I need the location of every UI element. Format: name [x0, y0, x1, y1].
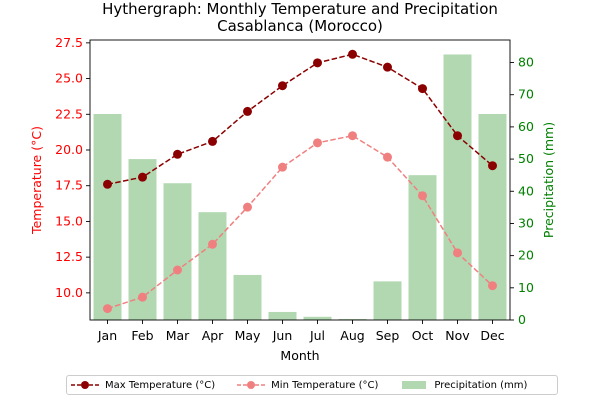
max-temp-point [418, 84, 427, 94]
max-temp-point [313, 58, 322, 68]
legend-label-max-temp: Max Temperature (°C) [105, 379, 216, 391]
y-left-tick-label: 15.0 [55, 213, 83, 228]
x-tick-label: Apr [202, 328, 224, 343]
legend-swatch-precip [402, 381, 427, 389]
y-left-tick-label: 22.5 [55, 106, 83, 121]
x-tick-label: Jan [97, 328, 117, 343]
legend-swatch-min-temp [237, 381, 266, 389]
max-temp-line [107, 53, 493, 186]
min-temp-point [243, 202, 252, 212]
y-right-tick-label: 0 [518, 312, 526, 327]
y-left-tick-label: 27.5 [55, 35, 83, 50]
y-left-axis-label: Temperature (°C) [29, 126, 44, 235]
min-temp-point [103, 304, 112, 314]
max-temp-point [383, 62, 392, 72]
precip-bar [163, 183, 192, 320]
legend-item-min-temp: Min Temperature (°C) [237, 379, 378, 391]
max-temp-point [278, 81, 287, 91]
min-temp-line [107, 134, 494, 310]
precip-bar [93, 114, 122, 321]
chart-subtitle: Casablanca (Morocco) [217, 17, 383, 35]
y-left-tick-label: 20.0 [55, 142, 83, 157]
min-temp-point [418, 191, 427, 201]
max-temp-point [488, 161, 497, 171]
precip-bar [443, 54, 472, 320]
y-left-tick-label: 10.0 [55, 285, 83, 300]
max-temp-point [243, 106, 252, 116]
y-right-tick-label: 30 [518, 215, 534, 230]
plot-frame [89, 39, 511, 321]
max-temp-point [348, 49, 357, 59]
min-temp-point [278, 162, 287, 172]
max-temp-point [103, 179, 112, 189]
precip-bar [338, 319, 367, 320]
min-temp-point [208, 239, 217, 249]
precip-bar [233, 274, 262, 320]
min-temp-point [173, 265, 182, 275]
min-temp-point [138, 292, 147, 302]
precip-bar [303, 316, 332, 320]
min-temp-point [488, 281, 497, 291]
y-right-tick-label: 20 [518, 248, 534, 263]
chart-legend: Max Temperature (°C) Min Temperature (°C… [66, 375, 558, 395]
min-temp-point [348, 131, 357, 141]
x-tick-label: Aug [340, 328, 364, 343]
max-temp-point [208, 136, 217, 146]
x-axis-label: Month [280, 348, 319, 363]
precip-bar [268, 311, 297, 320]
legend-item-max-temp: Max Temperature (°C) [71, 379, 215, 391]
y-right-tick-label: 10 [518, 280, 534, 295]
min-temp-point [313, 138, 322, 148]
x-tick-label: Feb [131, 328, 153, 343]
legend-label-precip: Precipitation (mm) [434, 379, 528, 391]
y-right-tick-label: 50 [518, 151, 534, 166]
y-right-tick-label: 60 [518, 119, 534, 134]
precip-bar [373, 281, 402, 320]
x-tick-label: Oct [412, 328, 434, 343]
x-tick-label: Sep [376, 328, 400, 343]
legend-item-precip: Precipitation (mm) [400, 379, 527, 391]
x-tick-label: May [235, 328, 261, 343]
y-left-tick-label: 17.5 [55, 178, 83, 193]
legend-label-min-temp: Min Temperature (°C) [271, 379, 379, 391]
y-right-tick-label: 70 [518, 87, 534, 102]
precip-bar [198, 212, 227, 320]
max-temp-point [453, 131, 462, 141]
min-temp-point [383, 152, 392, 162]
y-right-axis-label: Precipitation (mm) [541, 122, 556, 238]
x-tick-label: Jul [309, 328, 325, 343]
x-tick-label: Mar [166, 328, 190, 343]
y-right-tick-label: 40 [518, 183, 534, 198]
x-tick-label: Nov [445, 328, 470, 343]
y-left-tick-label: 12.5 [55, 249, 83, 264]
legend-swatch-max-temp [71, 381, 99, 389]
x-tick-label: Jun [272, 328, 293, 343]
max-temp-point [138, 172, 147, 182]
chart-title: Hythergraph: Monthly Temperature and Pre… [102, 0, 498, 18]
max-temp-point [173, 149, 182, 159]
min-temp-point [453, 248, 462, 258]
y-left-tick-label: 25.0 [55, 71, 83, 86]
y-right-tick-label: 80 [518, 55, 534, 70]
x-tick-label: Dec [480, 328, 504, 343]
